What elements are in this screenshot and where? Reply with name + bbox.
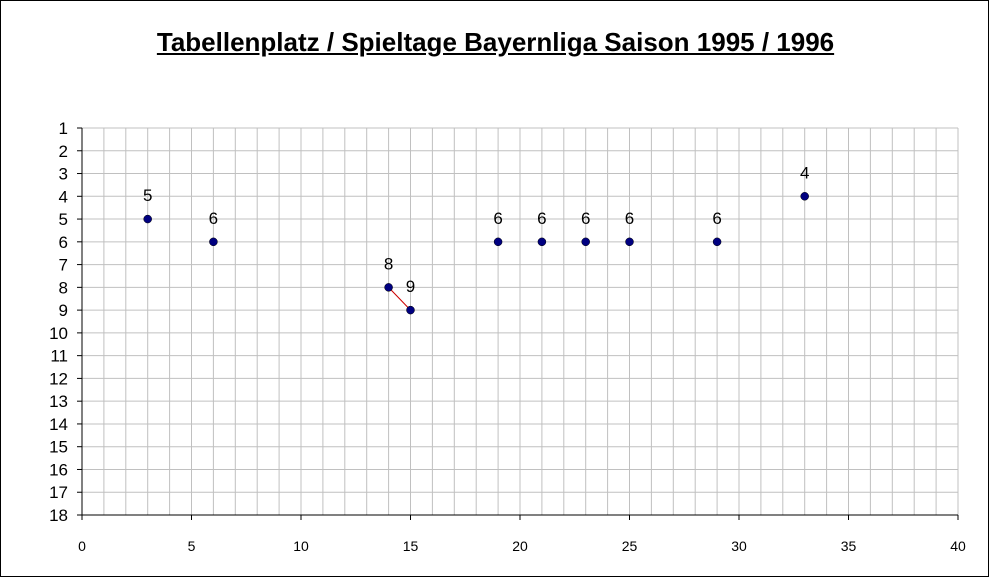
data-label: 6 bbox=[209, 209, 218, 228]
data-point bbox=[712, 237, 722, 247]
data-label: 6 bbox=[625, 209, 634, 228]
y-tick-label: 6 bbox=[59, 233, 68, 252]
x-tick-label: 0 bbox=[78, 538, 86, 554]
data-point bbox=[406, 305, 415, 315]
y-tick-label: 18 bbox=[49, 506, 68, 525]
x-tick-label: 15 bbox=[403, 538, 419, 554]
y-tick-label: 16 bbox=[49, 460, 68, 479]
y-tick-label: 17 bbox=[49, 483, 68, 502]
y-tick-label: 14 bbox=[49, 415, 68, 434]
data-point bbox=[209, 237, 218, 247]
y-tick-label: 2 bbox=[59, 142, 68, 161]
chart-title: Tabellenplatz / Spieltage Bayernliga Sai… bbox=[156, 27, 835, 57]
x-tick-label: 30 bbox=[731, 538, 747, 554]
data-label: 8 bbox=[384, 254, 393, 273]
data-label: 6 bbox=[712, 209, 721, 228]
y-tick-label: 4 bbox=[59, 187, 68, 206]
data-label: 9 bbox=[406, 277, 415, 296]
x-tick-label: 10 bbox=[293, 538, 309, 554]
x-tick-label: 5 bbox=[188, 538, 196, 554]
x-tick-label: 20 bbox=[512, 538, 528, 554]
data-label: 6 bbox=[493, 209, 502, 228]
series-line-segment bbox=[388, 287, 411, 311]
x-tick-label: 40 bbox=[950, 538, 966, 554]
data-point bbox=[800, 192, 809, 201]
y-tick-label: 3 bbox=[59, 165, 68, 184]
data-point bbox=[581, 237, 590, 247]
data-label: 5 bbox=[143, 186, 152, 205]
data-label: 4 bbox=[800, 163, 809, 182]
data-point bbox=[384, 283, 393, 292]
y-tick-label: 13 bbox=[49, 392, 68, 411]
x-tick-label: 35 bbox=[841, 538, 857, 554]
y-tick-label: 7 bbox=[59, 256, 68, 275]
y-tick-label: 9 bbox=[59, 301, 68, 320]
y-tick-label: 11 bbox=[50, 347, 68, 366]
data-point bbox=[537, 237, 547, 247]
data-point bbox=[493, 237, 503, 247]
y-tick-label: 12 bbox=[49, 369, 68, 388]
data-point bbox=[143, 214, 152, 224]
data-point bbox=[625, 237, 634, 247]
y-tick-label: 1 bbox=[59, 119, 68, 138]
x-tick-label: 25 bbox=[622, 538, 638, 554]
y-tick-label: 10 bbox=[49, 324, 68, 343]
y-tick-label: 15 bbox=[49, 438, 68, 457]
y-tick-label: 8 bbox=[59, 278, 68, 297]
data-label: 6 bbox=[537, 209, 546, 228]
y-tick-label: 5 bbox=[59, 210, 68, 229]
data-label: 6 bbox=[581, 209, 590, 228]
